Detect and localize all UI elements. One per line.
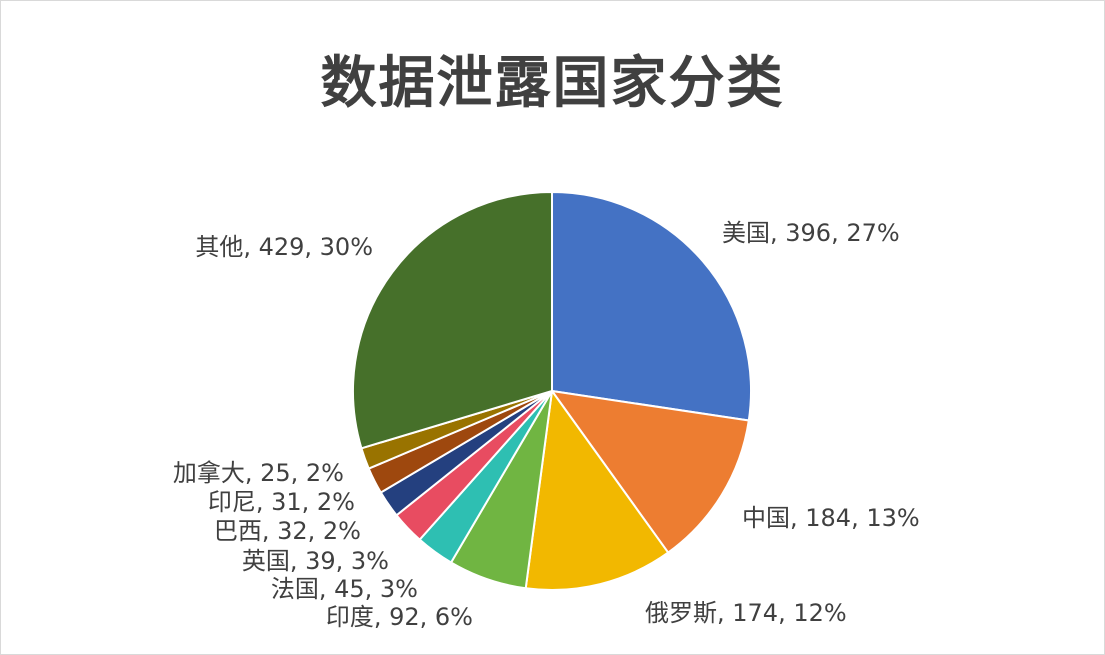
label-cn: 中国, 184, 13% xyxy=(742,504,920,532)
label-uk: 英国, 39, 3% xyxy=(242,547,389,575)
label-other: 其他, 429, 30% xyxy=(195,233,373,261)
label-ca: 加拿大, 25, 2% xyxy=(173,459,344,487)
label-in: 印度, 92, 6% xyxy=(326,603,473,631)
label-us: 美国, 396, 27% xyxy=(722,219,900,247)
pie-slice-0 xyxy=(551,191,752,422)
label-br: 巴西, 32, 2% xyxy=(214,517,361,545)
pie-slice-2 xyxy=(524,390,670,591)
label-id: 印尼, 31, 2% xyxy=(208,488,355,516)
pie-slice-1 xyxy=(551,390,750,554)
chart-title: 数据泄露国家分类 xyxy=(320,51,785,116)
pie-slice-9 xyxy=(351,191,553,450)
label-fr: 法国, 45, 3% xyxy=(271,575,418,603)
label-ru: 俄罗斯, 174, 12% xyxy=(645,599,847,627)
